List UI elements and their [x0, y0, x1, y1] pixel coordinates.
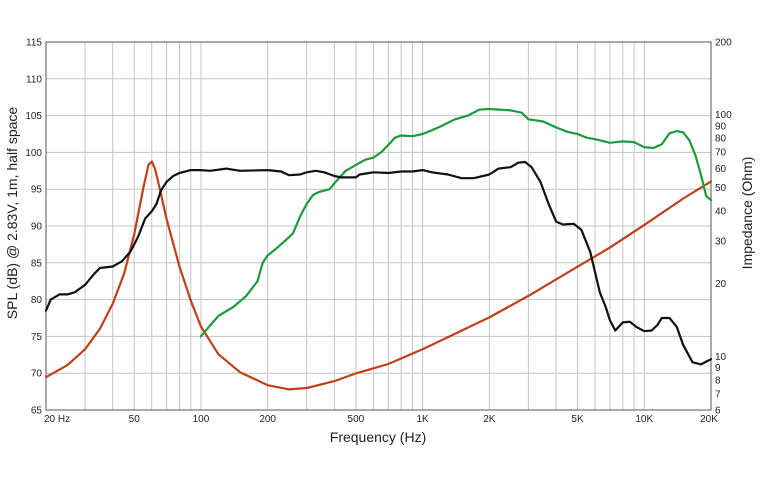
impedance-curve — [44, 160, 713, 391]
y-tick-label: 95 — [31, 185, 43, 196]
y2-axis-title: Impedance (Ohm) — [739, 157, 755, 270]
y-tick-label: 115 — [26, 38, 42, 49]
x-tick-label: 20K — [700, 414, 718, 425]
y2-tick-label: 30 — [715, 237, 727, 248]
x-tick-label: 50 — [129, 414, 141, 425]
y2-tick-label: 200 — [715, 38, 732, 49]
y-tick-label: 105 — [25, 111, 42, 122]
y2-tick-label: 8 — [715, 375, 721, 386]
y2-tick-label: 7 — [715, 389, 721, 400]
y-tick-label: 85 — [31, 258, 43, 269]
y2-tick-label: 80 — [715, 134, 727, 145]
spl-curve-green — [199, 107, 713, 338]
y2-tick-label: 9 — [715, 363, 721, 374]
y-tick-label: 75 — [31, 332, 43, 343]
y2-tick-label: 100 — [715, 110, 732, 121]
y2-tick-label: 40 — [715, 206, 727, 217]
y-tick-label: 70 — [31, 369, 43, 380]
y-tick-label: 80 — [31, 295, 43, 306]
x-tick-label: 10K — [635, 414, 653, 425]
y-axis-title: SPL (dB) @ 2.83V, 1m, half space — [4, 107, 20, 320]
x-tick-label: 200 — [259, 414, 276, 425]
y2-tick-label: 6 — [715, 406, 721, 417]
chart-grid — [46, 42, 711, 410]
y-tick-labels: 65 70 75 80 85 90 95 100 105 110 115 — [25, 38, 42, 417]
y2-tick-label: 90 — [715, 121, 727, 132]
x-tick-label: 5K — [571, 414, 584, 425]
y2-tick-label: 70 — [715, 148, 727, 159]
y-tick-label: 65 — [31, 406, 43, 417]
x-tick-label: 100 — [193, 414, 210, 425]
y-tick-label: 110 — [26, 74, 42, 85]
x-tick-label: 2K — [483, 414, 496, 425]
y-tick-label: 90 — [31, 222, 43, 233]
y2-tick-label: 20 — [715, 279, 727, 290]
y2-tick-label: 10 — [715, 352, 727, 363]
x-tick-label: 20 Hz — [44, 414, 70, 425]
series-layer — [44, 107, 713, 391]
x-axis-title: Frequency (Hz) — [330, 429, 426, 445]
x-tick-label: 500 — [348, 414, 365, 425]
y-tick-label: 100 — [25, 148, 42, 159]
y2-tick-label: 50 — [715, 183, 727, 194]
plot-frame — [45, 41, 712, 411]
spl-curve-black — [44, 160, 713, 366]
x-tick-label: 1K — [416, 414, 429, 425]
y2-tick-label: 60 — [715, 164, 727, 175]
x-tick-labels: 20 Hz 50 100 200 500 1K 2K 5K 10K 20K — [44, 414, 718, 425]
